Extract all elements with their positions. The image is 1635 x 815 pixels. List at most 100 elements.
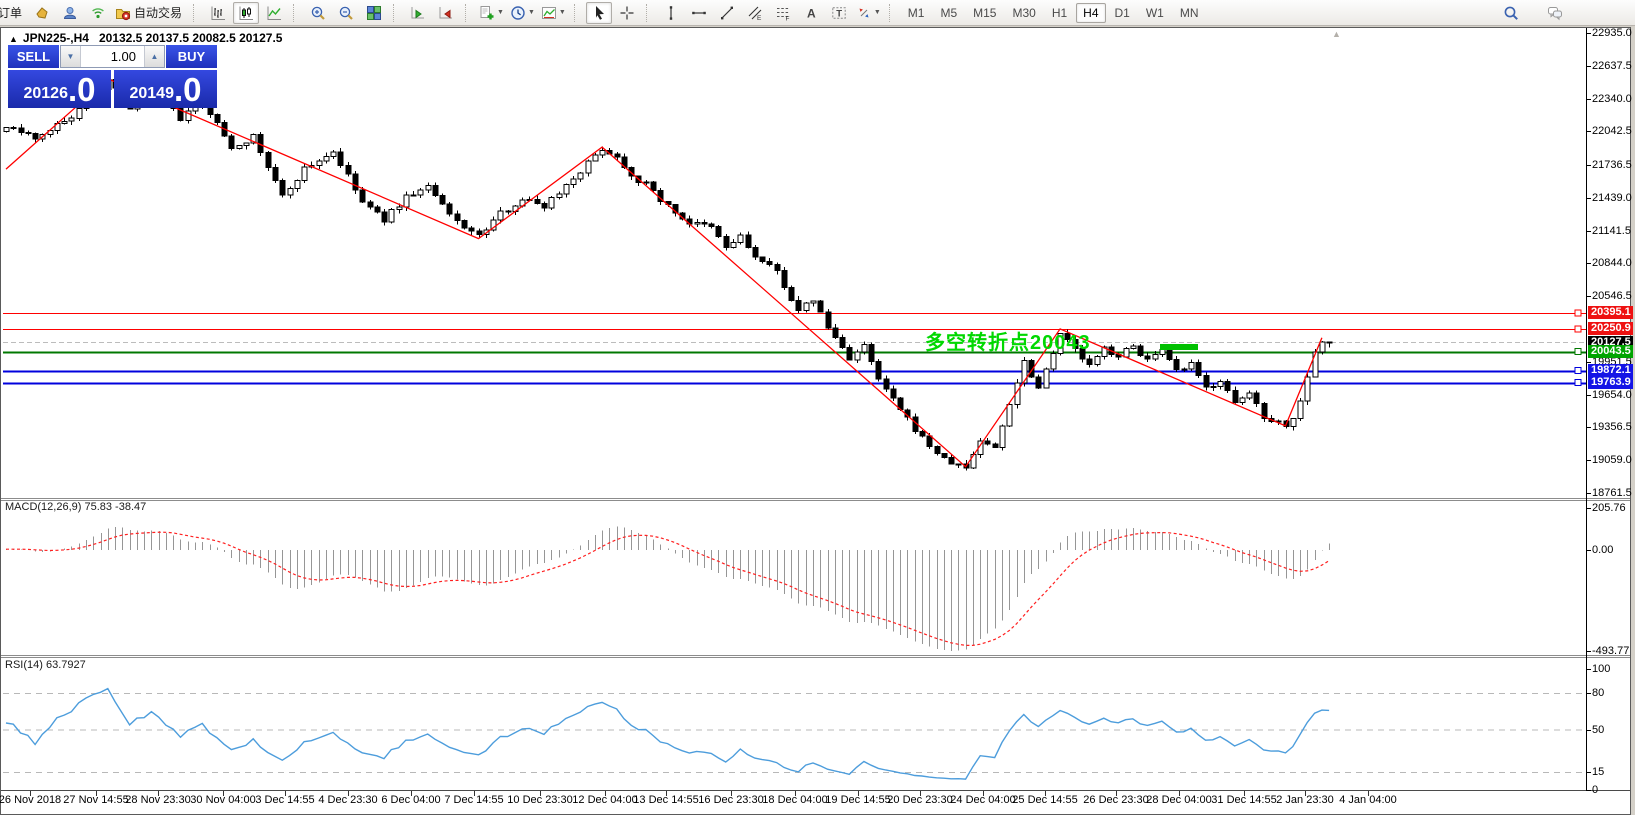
- symbol-period-label: JPN225-,H4: [22, 31, 89, 45]
- chevron-down-icon[interactable]: ▼: [527, 9, 535, 16]
- timeframe-button-m1[interactable]: M1: [907, 5, 925, 20]
- auto-scroll-icon[interactable]: [405, 2, 431, 24]
- macd-label: MACD(12,26,9) 75.83 -38.47: [5, 501, 147, 513]
- channel-icon: E: [748, 6, 762, 21]
- toolbar-right-icons: [1497, 0, 1635, 25]
- trendline-icon[interactable]: [714, 2, 740, 24]
- timeframe-button-d1[interactable]: D1: [1114, 5, 1130, 20]
- timeframe-button-m15[interactable]: M15: [973, 5, 997, 20]
- highlight-segment: [1160, 344, 1198, 350]
- arrows-icon[interactable]: ▼: [854, 2, 883, 24]
- chevron-down-icon[interactable]: ▼: [873, 9, 881, 16]
- signals-icon: [92, 7, 104, 18]
- chart-line-icon[interactable]: [261, 2, 287, 24]
- timeframe-button-m30[interactable]: M30: [1012, 5, 1036, 20]
- cursor-icon[interactable]: [585, 1, 612, 24]
- ohlc-values: 20132.5 20137.5 20082.5 20127.5: [98, 31, 283, 45]
- chart-bars-icon: [211, 6, 226, 20]
- time-axis-label: 16 Dec 23:30: [698, 794, 764, 806]
- templates-icon[interactable]: ▼: [539, 2, 568, 24]
- gold-icon[interactable]: [29, 2, 55, 24]
- toolbar-items: 订单 自动交易 ▼ ▼ ▼ E F A T ▼: [0, 1, 900, 24]
- svg-text:A: A: [807, 6, 816, 20]
- buy-button[interactable]: BUY: [166, 45, 217, 68]
- time-axis-label: 26 Dec 23:30: [1083, 794, 1149, 806]
- panel-collapse-icon[interactable]: ▲: [9, 34, 18, 44]
- signals-icon[interactable]: [85, 2, 111, 24]
- chart-line-icon: [267, 6, 282, 20]
- sell-price-box[interactable]: 20126.0: [8, 70, 111, 108]
- crosshair-icon[interactable]: [614, 2, 640, 24]
- price-axis-tick: 21141.5: [1592, 225, 1631, 237]
- time-axis-label: 31 Dec 14:55: [1211, 794, 1277, 806]
- timeframe-button-m5[interactable]: M5: [940, 5, 958, 20]
- timeframe-button-w1[interactable]: W1: [1145, 5, 1164, 20]
- chart-bars-icon[interactable]: [205, 2, 231, 24]
- price-axis-tick: 22935.0: [1592, 27, 1632, 39]
- fibonacci-icon[interactable]: F: [770, 2, 796, 24]
- hline-icon: [692, 11, 706, 14]
- text-label-icon[interactable]: T: [826, 2, 852, 24]
- autotrading-button: [116, 8, 131, 20]
- chat-icon[interactable]: [1542, 2, 1568, 24]
- price-axis-tick: 19654.0: [1592, 389, 1632, 401]
- time-axis-label: 24 Dec 04:00: [950, 794, 1016, 806]
- vline-icon: [669, 5, 673, 20]
- chart-candles-icon[interactable]: [233, 1, 260, 24]
- search-icon[interactable]: [1498, 2, 1524, 24]
- vline-icon[interactable]: [658, 2, 684, 24]
- text-icon[interactable]: A: [798, 2, 824, 24]
- price-line-tag: 20250.9: [1588, 322, 1633, 335]
- chart-shift-icon[interactable]: [433, 2, 459, 24]
- community-icon[interactable]: [57, 2, 83, 24]
- price-axis-tick: 21736.5: [1592, 159, 1632, 171]
- community-icon: [64, 6, 77, 19]
- time-axis-label: 7 Dec 14:55: [444, 794, 504, 806]
- indicators-icon[interactable]: ▼: [477, 2, 506, 24]
- sell-price-frac: .0: [67, 70, 96, 108]
- price-axis-tick: 18761.5: [1592, 487, 1632, 499]
- periods-icon: [511, 5, 525, 20]
- autotrading-button[interactable]: 自动交易: [113, 2, 187, 24]
- zoom-out-icon[interactable]: [333, 2, 359, 24]
- price-axis-tick: 20844.0: [1592, 257, 1632, 269]
- price-axis-tick: 19059.0: [1592, 454, 1632, 466]
- chart-title: ▲ JPN225-,H4 20132.5 20137.5 20082.5 20127…: [9, 31, 282, 45]
- chevron-down-icon[interactable]: ▼: [497, 9, 504, 16]
- time-axis-label: 6 Dec 04:00: [381, 794, 441, 806]
- chevron-down-icon[interactable]: ▼: [558, 9, 566, 16]
- autotrading-button-label: 自动交易: [134, 6, 183, 20]
- timeframe-buttons: M1 M5 M15 M30 H1 H4 D1 W1 MN: [900, 2, 1207, 23]
- zoom-in-icon[interactable]: [305, 2, 331, 24]
- tile-windows-icon[interactable]: [361, 2, 387, 24]
- time-axis-label: 25 Dec 14:55: [1012, 794, 1078, 806]
- price-axis-tick: 21439.0: [1592, 192, 1632, 204]
- time-axis-label: 2 Jan 23:30: [1276, 794, 1334, 806]
- timeframe-button-h4[interactable]: H4: [1076, 2, 1106, 23]
- new-order-button-label: 订单: [0, 6, 23, 20]
- timeframe-button-h1[interactable]: H1: [1051, 5, 1068, 20]
- toolbar-separator: [888, 3, 896, 22]
- channel-icon[interactable]: E: [742, 2, 768, 24]
- volume-stepper: ▼ 1.00 ▲: [60, 45, 165, 68]
- timeframe-button-mn[interactable]: MN: [1179, 5, 1199, 20]
- text-label-icon: T: [832, 6, 846, 19]
- toolbar-separator: [573, 3, 581, 22]
- price-axis-tick: 19356.5: [1592, 421, 1632, 433]
- auto-scroll-icon: [411, 6, 425, 18]
- hline-icon[interactable]: [686, 2, 712, 24]
- sell-button[interactable]: SELL: [8, 45, 59, 68]
- rsi-axis-tick: 15: [1592, 766, 1605, 778]
- periods-icon[interactable]: ▼: [508, 2, 537, 24]
- toolbar-separator: [465, 3, 472, 22]
- time-axis-label: 18 Dec 04:00: [762, 794, 828, 806]
- price-line-tag: 20395.1: [1588, 306, 1633, 319]
- one-click-trading-panel: SELL ▼ 1.00 ▲ BUY 20126.0 20149.0: [8, 45, 217, 108]
- annotation-text: 多空转折点20043: [925, 332, 1091, 354]
- new-order-button[interactable]: 订单: [0, 2, 27, 24]
- volume-decrease-button[interactable]: ▼: [61, 46, 81, 67]
- volume-input[interactable]: 1.00: [110, 49, 136, 64]
- crosshair-icon: [620, 6, 634, 19]
- buy-price-box[interactable]: 20149.0: [114, 70, 217, 108]
- volume-increase-button[interactable]: ▲: [144, 46, 164, 67]
